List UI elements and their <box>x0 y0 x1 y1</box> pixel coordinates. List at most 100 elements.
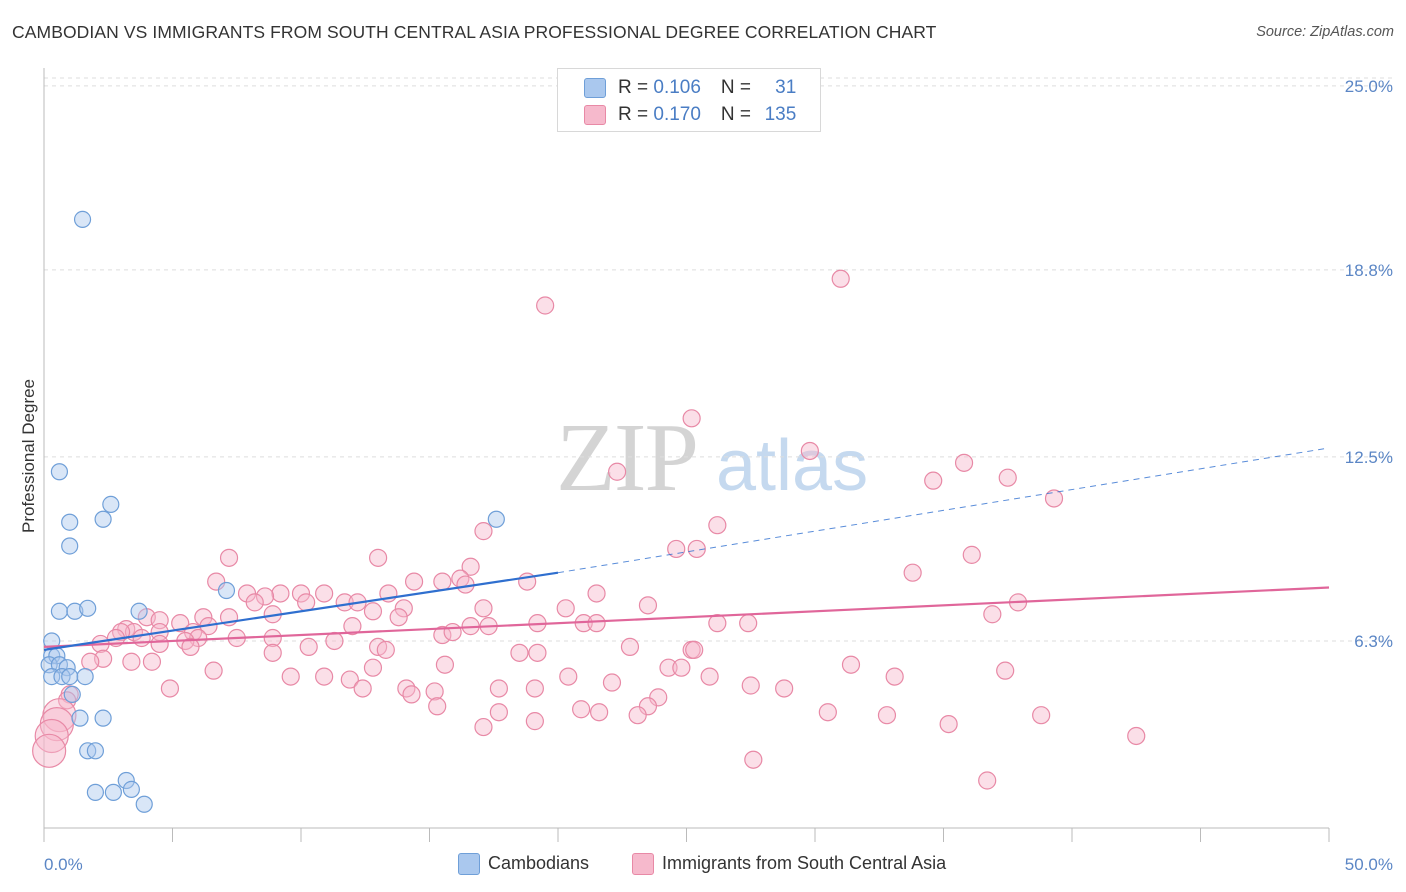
legend-swatch-blue <box>584 78 606 98</box>
legend-swatch-blue <box>458 853 480 875</box>
scatter-point <box>297 593 316 612</box>
watermark-atlas: atlas <box>716 426 868 506</box>
x-tick-label-min: 0.0% <box>44 855 83 874</box>
scatter-point <box>61 513 79 531</box>
scatter-point <box>389 608 408 627</box>
scatter-point <box>800 441 819 461</box>
scatter-point <box>76 667 94 686</box>
scatter-point <box>474 717 493 737</box>
scatter-point <box>659 658 678 677</box>
scatter-point <box>425 682 444 701</box>
scatter-point <box>559 667 578 686</box>
scatter-point <box>376 640 395 659</box>
legend-r-value: 0.106 <box>653 77 701 98</box>
scatter-point <box>428 697 447 716</box>
scatter-point <box>73 210 92 229</box>
scatter-point <box>122 652 141 671</box>
scatter-point <box>79 599 97 617</box>
scatter-point <box>1032 706 1051 725</box>
trend-lines <box>43 447 1330 651</box>
scatter-point <box>572 700 591 719</box>
series-legend: Cambodians Immigrants from South Central… <box>0 850 1406 878</box>
x-tick-label-max: 50.0% <box>1345 855 1393 874</box>
scatter-point <box>142 652 162 671</box>
scatter-point <box>590 703 609 722</box>
scatter-point <box>620 637 640 657</box>
y-axis-title: Professional Degree <box>19 379 38 533</box>
scatter-point <box>489 703 508 722</box>
scatter-point <box>291 584 311 603</box>
y-tick-label: 6.3% <box>1354 632 1393 651</box>
scatter-point <box>831 269 850 288</box>
y-tick-label: 25.0% <box>1345 77 1393 96</box>
trend-line-immigrants <box>43 586 1330 649</box>
scatter-point <box>219 548 239 567</box>
scatter-point <box>132 628 151 648</box>
scatter-point <box>204 661 223 680</box>
scatter-point <box>340 670 359 689</box>
legend-swatch-pink <box>584 105 606 125</box>
scatter-point <box>117 771 135 790</box>
watermark-zip: ZIP <box>556 404 697 512</box>
grid-lines <box>44 77 1393 642</box>
scatter-point <box>775 679 794 698</box>
scatter-point <box>171 614 190 633</box>
scatter-point <box>94 510 112 528</box>
legend-label: Cambodians <box>488 853 590 873</box>
scatter-point <box>150 634 169 654</box>
scatter-point <box>818 703 837 722</box>
axes <box>43 68 1330 842</box>
scatter-point <box>363 658 383 677</box>
scatter-point <box>160 679 180 698</box>
scatter-point <box>255 587 275 606</box>
scatter-point <box>217 581 236 600</box>
scatter-point <box>628 706 647 725</box>
scatter-point <box>363 602 383 621</box>
series-immigrants-points <box>32 269 1146 790</box>
chart-source: Source: ZipAtlas.com <box>1256 24 1394 40</box>
scatter-point <box>353 679 372 698</box>
scatter-point <box>939 714 958 734</box>
scatter-point <box>102 495 120 514</box>
scatter-point <box>94 709 112 727</box>
scatter-point <box>903 563 922 582</box>
legend-label: Immigrants from South Central Asia <box>662 853 947 873</box>
scatter-point <box>877 706 897 725</box>
scatter-point <box>181 637 200 657</box>
scatter-point <box>744 750 763 769</box>
legend-r-label: R = <box>618 77 654 98</box>
trend-line-cambodians <box>43 571 559 651</box>
scatter-point <box>587 584 606 603</box>
scatter-point <box>587 614 606 633</box>
scatter-point <box>402 685 421 704</box>
scatter-point <box>672 658 691 677</box>
scatter-point <box>34 718 69 754</box>
scatter-point <box>299 637 318 657</box>
y-tick-label: 18.8% <box>1345 261 1393 280</box>
scatter-point <box>397 679 416 698</box>
legend-n-label: N = <box>720 104 757 125</box>
scatter-point <box>111 622 131 642</box>
scatter-point <box>682 409 701 428</box>
scatter-point <box>708 614 727 633</box>
scatter-point <box>50 602 69 620</box>
scatter-point <box>50 463 69 481</box>
scatter-point <box>433 572 452 591</box>
scatter-point <box>885 667 904 686</box>
correlation-legend: R = 0.106 N = 31 R = 0.170 N = 135 <box>557 68 821 132</box>
scatter-point <box>86 742 105 760</box>
scatter-point <box>924 471 943 490</box>
scatter-point <box>435 655 455 674</box>
legend-n-label: N = <box>720 77 757 98</box>
scatter-point <box>687 539 706 559</box>
scatter-point <box>135 795 153 813</box>
y-tick-label: 12.5% <box>1345 448 1393 467</box>
scatter-point <box>456 575 475 594</box>
legend-r-label: R = <box>618 104 654 125</box>
scatter-point <box>510 643 529 662</box>
scatter-point <box>433 625 452 645</box>
scatter-point <box>525 679 544 698</box>
legend-swatch-pink <box>632 853 654 875</box>
scatter-point <box>489 679 508 698</box>
